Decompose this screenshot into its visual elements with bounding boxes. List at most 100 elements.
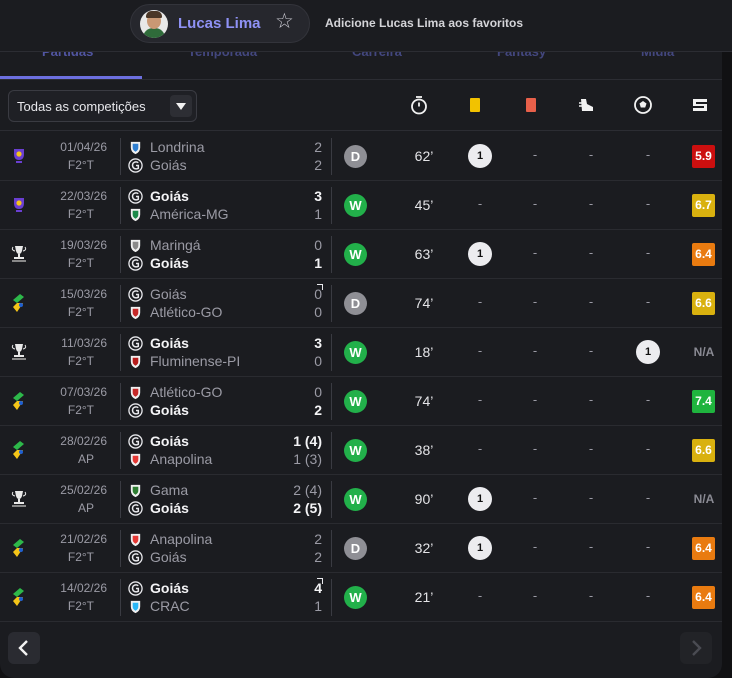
match-date: 11/03/26 bbox=[61, 336, 107, 350]
assists-count: - bbox=[588, 441, 594, 456]
match-row[interactable]: 01/04/26 F2°T Londrina Goiás 2 2 D 62’ 1 - - - 5.9 bbox=[0, 132, 722, 181]
divider bbox=[120, 334, 121, 371]
player-rating: 6.6 bbox=[692, 292, 715, 315]
goals-count: - bbox=[645, 588, 651, 603]
home-score: 4 bbox=[314, 580, 322, 596]
team-crest-icon bbox=[128, 207, 143, 222]
home-team-name: Goiás bbox=[150, 335, 189, 351]
home-team-name: Goiás bbox=[150, 580, 189, 596]
divider bbox=[120, 383, 121, 420]
minutes-played: 32’ bbox=[414, 540, 434, 556]
competition-icon bbox=[9, 342, 29, 362]
home-team-name: Londrina bbox=[150, 139, 205, 155]
match-stage: F2°T bbox=[67, 256, 94, 270]
rating-icon[interactable] bbox=[690, 95, 710, 115]
red-card-icon[interactable] bbox=[521, 95, 541, 115]
match-row[interactable]: 28/02/26 AP Goiás Anapolina 1 (4) 1 (3) W 38’ - -… bbox=[0, 426, 722, 475]
player-rating: 6.6 bbox=[692, 439, 715, 462]
red-count: - bbox=[532, 539, 538, 554]
player-rating: 6.7 bbox=[692, 194, 715, 217]
red-count: - bbox=[532, 245, 538, 260]
chevron-left-icon bbox=[18, 640, 28, 656]
team-crest-icon bbox=[128, 256, 143, 271]
match-row[interactable]: 19/03/26 F2°T Maringá Goiás 0 1 W 63’ 1 - - - 6.4 bbox=[0, 230, 722, 279]
divider bbox=[120, 432, 121, 469]
match-row[interactable]: 11/03/26 F2°T Goiás Fluminense-PI 3 0 W 18’ - - - 1… bbox=[0, 328, 722, 377]
goals-count: - bbox=[645, 490, 651, 505]
result-badge: W bbox=[344, 243, 367, 266]
player-rating: 7.4 bbox=[692, 390, 715, 413]
assists-count: - bbox=[588, 343, 594, 358]
goals-count: - bbox=[645, 441, 651, 456]
match-stage: F2°T bbox=[67, 403, 94, 417]
assist-boot-icon[interactable] bbox=[577, 95, 597, 115]
minutes-played: 74’ bbox=[414, 295, 434, 311]
player-rating: 6.4 bbox=[692, 586, 715, 609]
match-date: 07/03/26 bbox=[60, 385, 107, 399]
home-score: 0 bbox=[314, 237, 322, 253]
player-rating: 6.4 bbox=[692, 243, 715, 266]
avatar bbox=[140, 10, 168, 38]
away-team-name: Goiás bbox=[150, 549, 187, 565]
filter-bar: Todas as competições bbox=[0, 81, 722, 131]
team-crest-icon bbox=[128, 238, 143, 253]
result-badge: D bbox=[344, 145, 367, 168]
minutes-played-icon[interactable] bbox=[409, 95, 429, 115]
divider bbox=[120, 481, 121, 518]
yellow-count: - bbox=[477, 343, 483, 358]
home-team-name: Gama bbox=[150, 482, 189, 498]
previous-page-button[interactable] bbox=[8, 632, 40, 664]
away-score: 0 bbox=[314, 304, 322, 320]
team-crest-icon bbox=[128, 434, 143, 449]
match-date: 15/03/26 bbox=[60, 287, 107, 301]
competition-select[interactable]: Todas as competições bbox=[8, 90, 197, 122]
match-date: 21/02/26 bbox=[60, 532, 107, 546]
minutes-played: 74’ bbox=[414, 393, 434, 409]
divider bbox=[331, 285, 332, 322]
red-count: - bbox=[532, 147, 538, 162]
match-row[interactable]: 21/02/26 F2°T Anapolina Goiás 2 2 D 32’ 1 - - - 6.4 bbox=[0, 524, 722, 573]
yellow-card-icon[interactable] bbox=[465, 95, 485, 115]
red-count: - bbox=[532, 588, 538, 603]
away-team-name: Goiás bbox=[150, 500, 189, 516]
divider bbox=[120, 138, 121, 175]
team-crest-icon bbox=[128, 189, 143, 204]
red-count: - bbox=[532, 196, 538, 211]
competition-icon bbox=[9, 489, 29, 509]
star-icon[interactable]: ☆ bbox=[275, 10, 294, 33]
assists-count: - bbox=[588, 147, 594, 162]
match-row[interactable]: 15/03/26 F2°T Goiás Atlético-GO 0 0 D 74’ - - - - 6.… bbox=[0, 279, 722, 328]
match-row[interactable]: 07/03/26 F2°T Atlético-GO Goiás 0 2 W 74’ - - - - 7.… bbox=[0, 377, 722, 426]
red-count: - bbox=[532, 392, 538, 407]
player-header: Lucas Lima ☆ Adicione Lucas Lima aos fav… bbox=[0, 0, 732, 52]
match-date: 01/04/26 bbox=[60, 140, 107, 154]
home-score: 1 (4) bbox=[293, 433, 322, 449]
divider bbox=[331, 481, 332, 518]
player-rating: 6.4 bbox=[692, 537, 715, 560]
team-crest-icon bbox=[128, 403, 143, 418]
divider bbox=[120, 579, 121, 616]
match-row[interactable]: 22/03/26 F2°T Goiás América-MG 3 1 W 45’ - - - - 6.7 bbox=[0, 181, 722, 230]
team-crest-icon bbox=[128, 483, 143, 498]
favorite-hint: Adicione Lucas Lima aos favoritos bbox=[325, 16, 524, 30]
away-score: 2 bbox=[314, 402, 322, 418]
match-stage: F2°T bbox=[67, 305, 94, 319]
competition-icon bbox=[9, 293, 29, 313]
player-pill[interactable]: Lucas Lima ☆ bbox=[130, 4, 310, 43]
goal-ball-icon[interactable] bbox=[633, 95, 653, 115]
home-score: 3 bbox=[314, 335, 322, 351]
match-row[interactable]: 25/02/26 AP Gama Goiás 2 (4) 2 (5) W 90’ 1 - - - N/A bbox=[0, 475, 722, 524]
home-score: 2 bbox=[314, 531, 322, 547]
home-team-name: Goiás bbox=[150, 286, 187, 302]
yellow-count: - bbox=[477, 588, 483, 603]
away-score: 2 bbox=[314, 157, 322, 173]
match-stage: F2°T bbox=[67, 550, 94, 564]
result-badge: W bbox=[344, 194, 367, 217]
divider bbox=[120, 530, 121, 567]
away-team-name: Goiás bbox=[150, 157, 187, 173]
away-team-name: América-MG bbox=[150, 206, 229, 222]
match-row[interactable]: 14/02/26 F2°T Goiás CRAC 4 1 W 21’ - - - - 6.4 bbox=[0, 573, 722, 622]
assists-count: - bbox=[588, 392, 594, 407]
next-page-button[interactable] bbox=[680, 632, 712, 664]
